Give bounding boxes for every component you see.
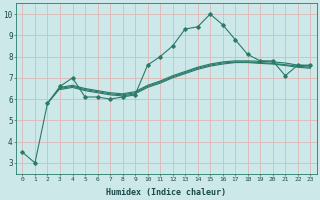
X-axis label: Humidex (Indice chaleur): Humidex (Indice chaleur) xyxy=(106,188,226,197)
